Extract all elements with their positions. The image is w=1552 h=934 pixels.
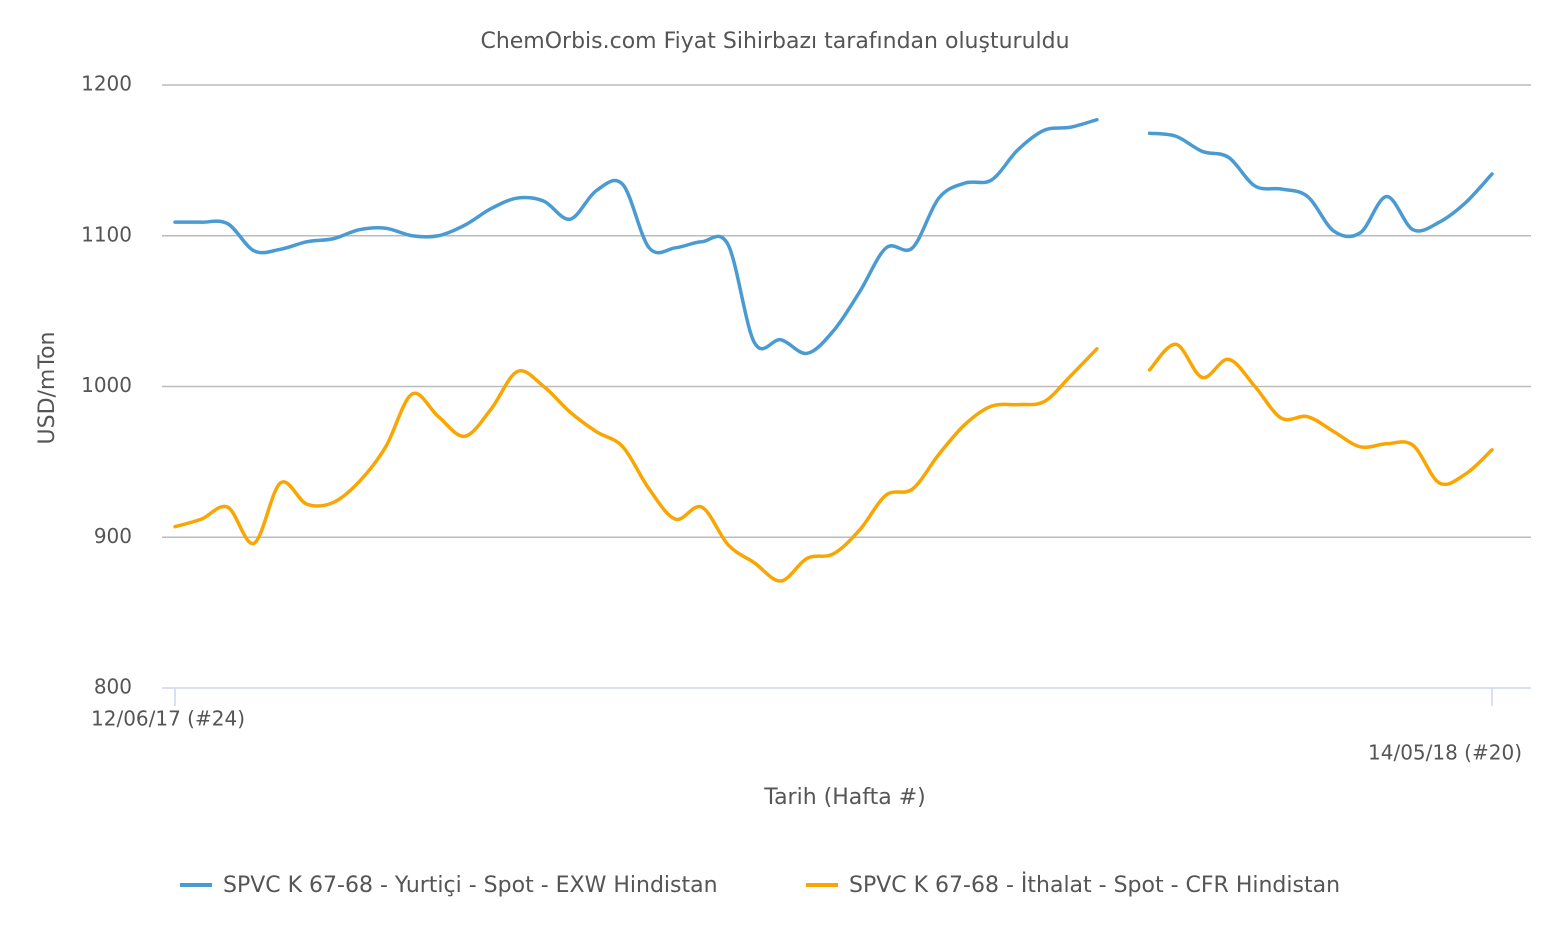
y-tick-label: 1000 (81, 373, 132, 397)
y-tick-label: 1200 (81, 72, 132, 96)
series-line (1147, 342, 1494, 487)
chart-title: ChemOrbis.com Fiyat Sihirbazı tarafından… (480, 29, 1069, 54)
y-tick-label: 900 (94, 524, 132, 548)
legend-label: SPVC K 67-68 - Yurtiçi - Spot - EXW Hind… (223, 873, 718, 898)
x-tick-label: 14/05/18 (#20) (1368, 741, 1522, 765)
series-line (1147, 131, 1494, 239)
series-line (173, 347, 1099, 583)
y-axis-label: USD/mTon (35, 332, 60, 445)
series-line (173, 117, 1099, 356)
legend-label: SPVC K 67-68 - İthalat - Spot - CFR Hind… (849, 872, 1340, 898)
y-tick-label: 800 (94, 675, 132, 699)
x-axis-label: Tarih (Hafta #) (763, 785, 925, 810)
y-tick-label: 1100 (81, 222, 132, 246)
x-tick-label: 12/06/17 (#24) (91, 707, 245, 731)
